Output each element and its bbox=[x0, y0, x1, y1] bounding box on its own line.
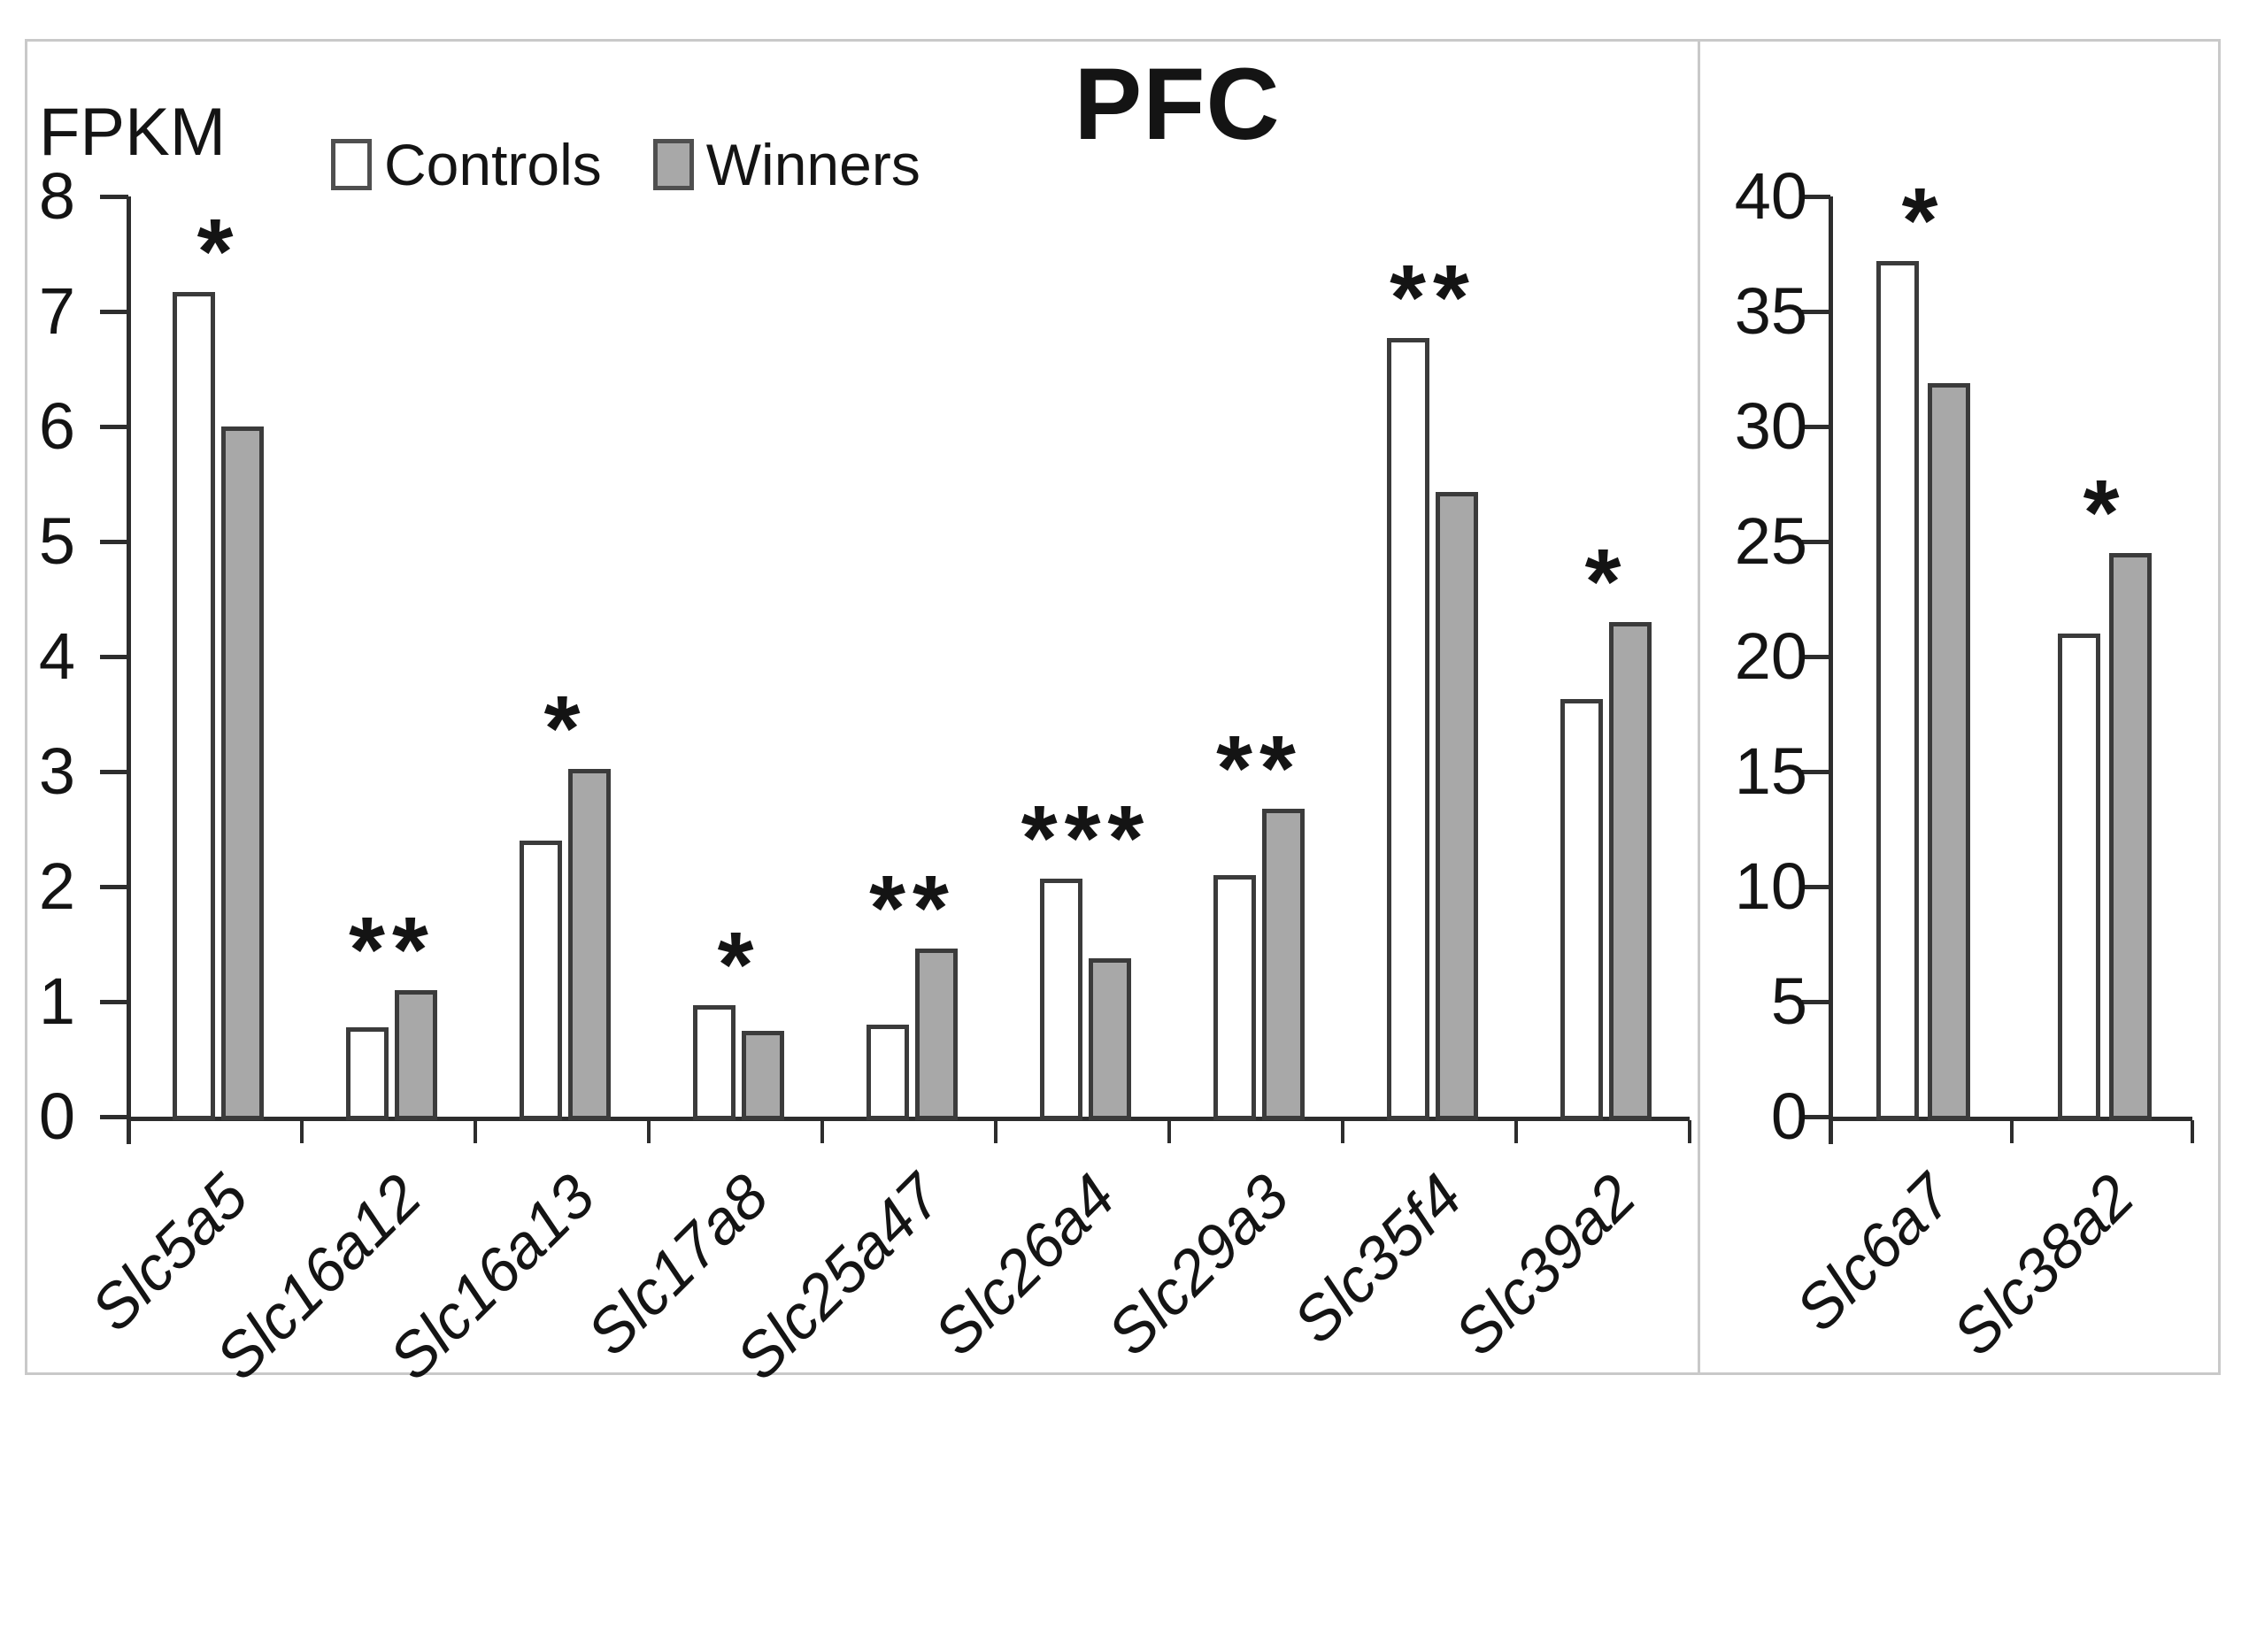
right-y-tick-20 bbox=[1802, 655, 1830, 659]
legend-label-controls: Controls bbox=[384, 132, 602, 197]
right-y-tick-10 bbox=[1802, 885, 1830, 889]
bar-winners-Slc17a8 bbox=[742, 1030, 784, 1120]
right-y-axis bbox=[1829, 196, 1833, 1144]
left-y-tick-label-0: 0 bbox=[38, 1080, 75, 1153]
left-x-axis bbox=[128, 1117, 1690, 1121]
right-y-tick-30 bbox=[1802, 425, 1830, 429]
bar-winners-Slc16a12 bbox=[395, 990, 437, 1120]
right-y-tick-label-5: 5 bbox=[1770, 964, 1807, 1038]
left-y-tick-2 bbox=[100, 885, 128, 889]
right-x-boundary-tick-1 bbox=[2010, 1120, 2014, 1143]
significance-Slc35f4: ** bbox=[1390, 246, 1476, 350]
significance-Slc16a12: ** bbox=[349, 898, 435, 1002]
bar-controls-Slc35f4 bbox=[1387, 337, 1429, 1120]
right-y-tick-label-40: 40 bbox=[1734, 159, 1807, 233]
right-y-tick-label-0: 0 bbox=[1770, 1080, 1807, 1153]
bar-controls-Slc26a4 bbox=[1040, 878, 1082, 1120]
left-y-axis bbox=[127, 196, 131, 1144]
bar-controls-Slc38a2 bbox=[2058, 634, 2100, 1120]
significance-Slc5a5: * bbox=[196, 200, 241, 304]
bar-winners-Slc6a7 bbox=[1928, 382, 1970, 1120]
bar-winners-Slc29a3 bbox=[1262, 808, 1305, 1120]
left-x-boundary-tick-8 bbox=[1514, 1120, 1518, 1143]
right-x-axis bbox=[1830, 1117, 2192, 1121]
right-y-tick-label-10: 10 bbox=[1734, 849, 1807, 923]
right-y-tick-label-30: 30 bbox=[1734, 389, 1807, 463]
left-x-boundary-tick-5 bbox=[994, 1120, 997, 1143]
bar-winners-Slc16a13 bbox=[568, 769, 611, 1120]
left-x-boundary-tick-4 bbox=[820, 1120, 824, 1143]
left-y-tick-label-1: 1 bbox=[38, 964, 75, 1038]
left-y-tick-3 bbox=[100, 770, 128, 774]
left-y-tick-1 bbox=[100, 1000, 128, 1004]
legend-item-controls: Controls bbox=[331, 131, 602, 198]
significance-Slc6a7: * bbox=[1901, 169, 1945, 273]
expression-bar-chart-figure: PFC FPKM Controls Winners 0 1 2 3 4 5 6 7 8 * Slc5… bbox=[25, 39, 2221, 1393]
left-x-boundary-tick-2 bbox=[474, 1120, 477, 1143]
controls-swatch-icon bbox=[331, 139, 372, 190]
left-y-tick-label-7: 7 bbox=[38, 274, 75, 348]
right-y-tick-25 bbox=[1802, 540, 1830, 544]
significance-Slc17a8: * bbox=[717, 913, 761, 1017]
left-y-tick-label-2: 2 bbox=[38, 849, 75, 923]
bar-winners-Slc39a2 bbox=[1609, 622, 1652, 1120]
bar-winners-Slc5a5 bbox=[221, 426, 264, 1120]
left-x-boundary-tick-9 bbox=[1688, 1120, 1691, 1143]
left-y-tick-0 bbox=[100, 1115, 128, 1119]
bar-winners-Slc38a2 bbox=[2109, 553, 2152, 1120]
significance-Slc25a47: ** bbox=[869, 857, 956, 960]
left-x-boundary-tick-1 bbox=[300, 1120, 304, 1143]
winners-swatch-icon bbox=[652, 139, 694, 190]
plot-area: 0 1 2 3 4 5 6 7 8 * Slc5a5 ** Slc16a12 * Slc16a13 * Slc1… bbox=[38, 159, 2194, 1393]
left-x-boundary-tick-6 bbox=[1167, 1120, 1171, 1143]
left-x-boundary-tick-7 bbox=[1341, 1120, 1344, 1143]
significance-Slc26a4: *** bbox=[1021, 787, 1151, 890]
left-y-tick-8 bbox=[100, 195, 128, 199]
left-y-tick-label-3: 3 bbox=[38, 734, 75, 808]
right-y-tick-15 bbox=[1802, 770, 1830, 774]
left-y-tick-label-4: 4 bbox=[38, 619, 75, 693]
bar-winners-Slc26a4 bbox=[1089, 957, 1131, 1120]
chart-title: PFC bbox=[1074, 48, 1281, 161]
right-y-tick-label-15: 15 bbox=[1734, 734, 1807, 808]
bar-controls-Slc29a3 bbox=[1213, 875, 1256, 1120]
legend-item-winners: Winners bbox=[652, 131, 920, 198]
bar-controls-Slc16a13 bbox=[520, 841, 562, 1120]
bar-controls-Slc25a47 bbox=[866, 1025, 909, 1120]
bar-controls-Slc39a2 bbox=[1560, 699, 1603, 1120]
panel-divider bbox=[1698, 39, 1700, 1375]
bar-controls-Slc6a7 bbox=[1876, 260, 1919, 1120]
left-y-tick-label-8: 8 bbox=[38, 159, 75, 233]
bar-controls-Slc17a8 bbox=[693, 1004, 736, 1120]
significance-Slc16a13: * bbox=[543, 677, 588, 780]
y-axis-unit-label: FPKM bbox=[39, 95, 227, 170]
right-y-tick-label-20: 20 bbox=[1734, 619, 1807, 693]
left-y-tick-label-5: 5 bbox=[38, 504, 75, 578]
right-y-tick-label-25: 25 bbox=[1734, 504, 1807, 578]
left-y-tick-6 bbox=[100, 425, 128, 429]
left-y-tick-5 bbox=[100, 540, 128, 544]
right-y-tick-label-35: 35 bbox=[1734, 274, 1807, 348]
bar-controls-Slc5a5 bbox=[173, 291, 215, 1120]
significance-Slc38a2: * bbox=[2083, 461, 2127, 565]
significance-Slc39a2: * bbox=[1584, 530, 1629, 634]
right-y-tick-35 bbox=[1802, 310, 1830, 314]
right-y-tick-5 bbox=[1802, 1000, 1830, 1004]
left-y-tick-4 bbox=[100, 655, 128, 659]
bar-controls-Slc16a12 bbox=[346, 1026, 389, 1120]
legend: Controls Winners bbox=[331, 131, 920, 198]
left-x-boundary-tick-0 bbox=[127, 1120, 130, 1143]
figure-frame bbox=[25, 39, 2221, 1375]
right-y-tick-40 bbox=[1802, 195, 1830, 199]
legend-label-winners: Winners bbox=[705, 132, 920, 197]
bar-winners-Slc35f4 bbox=[1436, 492, 1478, 1120]
left-x-boundary-tick-3 bbox=[647, 1120, 651, 1143]
right-y-tick-0 bbox=[1802, 1115, 1830, 1119]
left-y-tick-7 bbox=[100, 310, 128, 314]
bar-winners-Slc25a47 bbox=[915, 949, 958, 1120]
right-x-boundary-tick-0 bbox=[1829, 1120, 1832, 1143]
left-y-tick-label-6: 6 bbox=[38, 389, 75, 463]
significance-Slc29a3: ** bbox=[1216, 717, 1303, 820]
right-x-boundary-tick-2 bbox=[2191, 1120, 2194, 1143]
